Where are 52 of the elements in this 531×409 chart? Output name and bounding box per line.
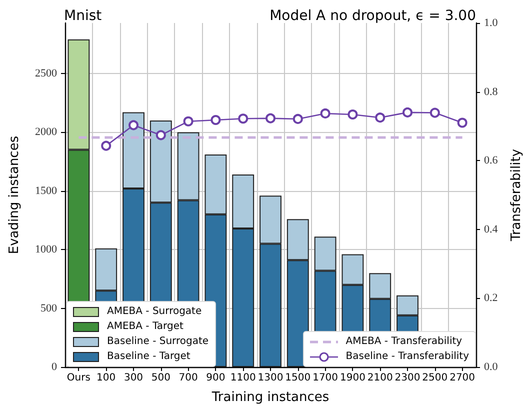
y2-tick-label: 0.6 [484,154,498,167]
legend-label: Baseline - Transferability [346,350,469,364]
x-tick-label: 1300 [258,372,284,384]
point [320,108,330,118]
x-tick-label: 100 [96,372,116,384]
y-tick-label: 2000 [35,126,58,138]
x-tick-label: 1700 [312,372,338,384]
legend-label: Baseline - Target [107,350,190,364]
point [292,114,303,124]
x-tick-label: 2100 [367,372,393,384]
x-tick-label: 1100 [230,372,256,384]
point [430,108,440,118]
point [402,107,412,118]
point [183,116,194,126]
chart-subtitle: Model A no dropout, ϵ = 3.00 [270,8,476,24]
point [210,115,221,126]
point [156,130,166,140]
x-tick-label: 1500 [285,372,311,384]
x-tick-label: 1900 [340,372,366,384]
y-tick-label: 1500 [35,184,58,197]
point [238,114,248,124]
y-tick-label: 1000 [35,244,58,256]
point [375,112,386,123]
point [128,120,138,130]
point [457,118,468,128]
y-tick-label: 500 [40,302,58,314]
x-tick-label: 2500 [422,372,448,384]
legend-label: AMEBA - Target [107,320,184,334]
legend-label: Baseline - Surrogate [107,335,209,349]
y2-tick-label: 0.4 [484,223,498,236]
y-tick-label: 0 [52,361,58,373]
y2-tick-label: 0.8 [484,86,498,98]
x-axis-title: Training instances [210,390,330,405]
x-tick-label: 900 [206,372,226,384]
y2-tick-label: 0.0 [484,361,498,373]
point [348,110,358,120]
x-tick-label: Ours [66,372,90,384]
point [101,140,112,151]
y2-tick-label: 1.0 [484,17,498,29]
legend-label: AMEBA - Transferability [346,335,462,349]
x-tick-label: 500 [151,372,170,384]
x-tick-label: 300 [124,372,144,384]
point [266,113,276,124]
x-tick-label: 700 [178,372,198,384]
y-tick-label: 2500 [35,67,58,80]
legend-label: AMEBA - Surrogate [107,305,202,319]
x-tick-label: 2300 [394,372,420,384]
y2-axis-title: Transferability [509,148,524,242]
y2-tick-label: 0.2 [484,292,498,304]
x-tick-label: 2700 [450,372,476,384]
chart-title: Mnist [64,8,102,24]
y-axis-title: Evading instances [7,136,22,254]
